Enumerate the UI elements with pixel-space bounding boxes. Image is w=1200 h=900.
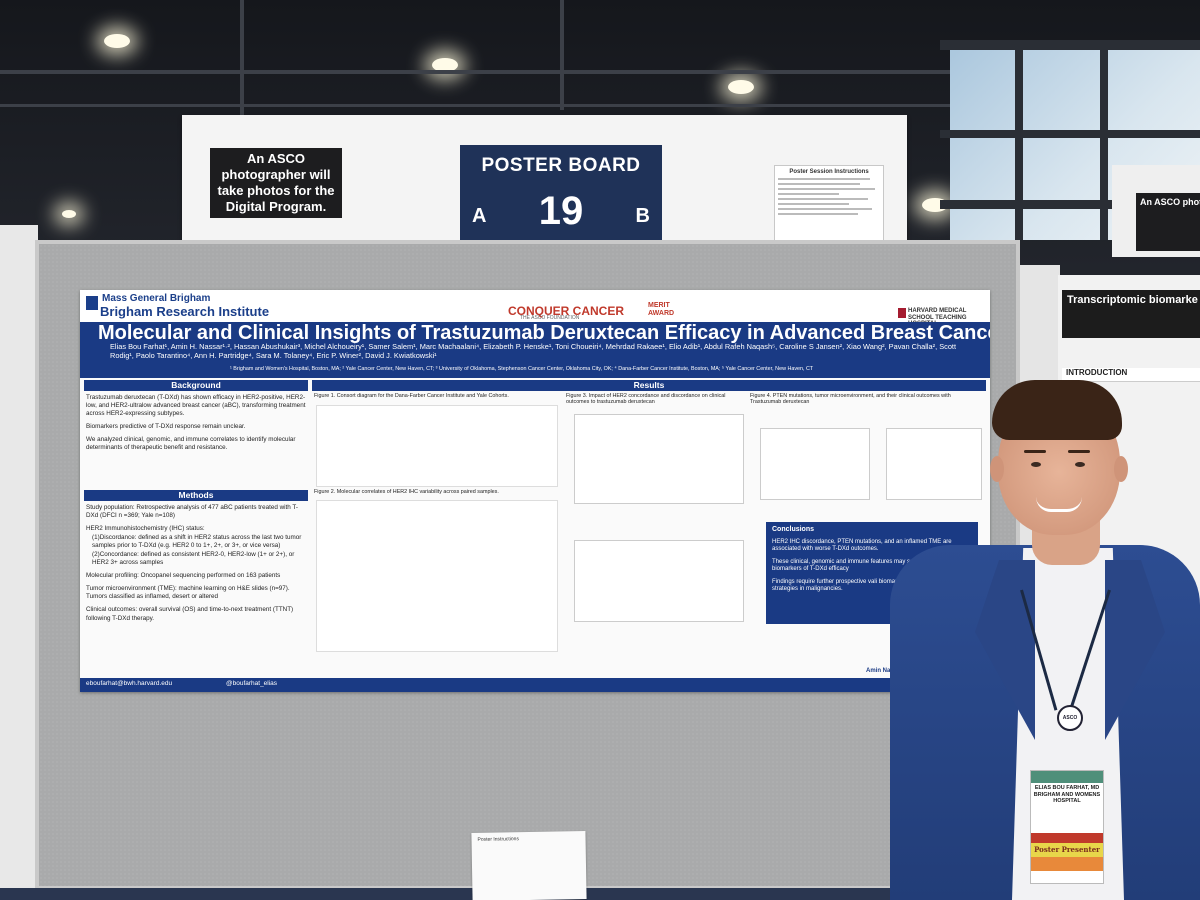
background-text: Trastuzumab deruxtecan (T-DXd) has shown… [86,394,308,457]
instruction-sheet: Poster Instructions [471,831,587,900]
methods-text: Study population: Retrospective analysis… [86,504,308,628]
conclusion-2: These clinical, genomic and immune featu… [772,558,943,573]
badge-stripe [1031,833,1103,843]
steel-girder [940,40,1200,50]
org-line-1: Mass General Brigham [102,293,211,304]
neighbor-photographer-notice: An ASCO photogr will take pho the Digita… [1136,193,1200,251]
smile [1036,497,1082,512]
background-p2: Biomarkers predictive of T-DXd response … [86,423,246,431]
poster-authors: Elias Bou Farhat¹, Amin H. Nassar¹·², Ha… [110,342,957,361]
instruction-sheet-title: Poster Instructions [477,836,519,843]
ceiling-light [728,80,754,94]
badge-name: ELIAS BOU FARHAT, MD BRIGHAM AND WOMENS … [1033,785,1101,805]
figure-3-os-curve [574,414,744,504]
left-eye [1031,462,1041,467]
board-number: 19 [538,189,584,233]
author-twitter: @boufarhat_elias [226,680,278,687]
hair [992,380,1122,440]
methods-p7: Clinical outcomes: overall survival (OS)… [86,606,294,622]
harvard-shield-icon [898,308,906,318]
right-eyebrow [1068,450,1090,453]
sponsor-sub: THE ASCO FOUNDATION [520,315,580,321]
board-side-b: B [635,205,650,227]
ceiling-light [62,210,76,218]
figure-4-tme-curve [886,428,982,500]
figure-4-caption: Figure 4. PTEN mutations, tumor microenv… [750,393,951,406]
steel-girder [940,200,1200,209]
right-eye [1075,462,1085,467]
session-instructions: Poster Session Instructions [774,165,884,247]
board-number-box: POSTER BOARD A 19 B [460,145,662,249]
merit-award: MERIT AWARD [648,302,675,317]
board-title: POSTER BOARD [481,155,641,176]
right-ear [1114,456,1128,482]
photographer-notice: An ASCO photographer will take photos fo… [210,148,342,218]
poster-header [80,290,990,322]
board-side-a: A [472,205,487,227]
figure-4-pten-curve [760,428,870,500]
sponsor-logo: CONQUER CANCER [508,304,625,318]
poster-title: Molecular and Clinical Insights of Trast… [98,322,990,344]
left-eyebrow [1024,450,1046,453]
figure-3-caption: Figure 3. Impact of HER2 concordance and… [566,393,726,406]
easel-left [0,225,38,900]
figure-1-caption: Figure 1. Consort diagram for the Dana-F… [314,393,509,399]
instructions-title: Poster Session Instructions [789,169,869,175]
neighbor-intro-heading: INTRODUCTION [1062,368,1200,382]
methods-heading: Methods [84,490,308,501]
conclusion-1: HER2 IHC discordance, PTEN mutations, an… [772,538,952,553]
methods-p5: Molecular profiling: Oncopanel sequencin… [86,572,281,580]
conclusions-heading: Conclusions [772,526,815,533]
ceiling-light [104,34,130,48]
methods-p1: Study population: Retrospective analysis… [86,504,299,520]
steel-girder [940,130,1200,138]
ceiling-truss [240,0,244,120]
background-p1: Trastuzumab deruxtecan (T-DXd) has shown… [86,394,306,418]
ceiling-truss [560,0,564,110]
org-line-2: Brigham Research Institute [100,304,270,319]
steel-girder [1100,40,1108,240]
ceiling-truss [0,70,1200,74]
author-email: eboufarhat@bwh.harvard.edu [86,680,173,687]
results-heading: Results [312,380,986,391]
methods-p2: HER2 Immunohistochemistry (IHC) status: [86,525,205,533]
title-bar [80,322,990,378]
neighbor-poster-title: Transcriptomic biomarke a comprehensive … [1062,290,1200,338]
lanyard-clip: ASCO [1057,705,1083,731]
background-p3: We analyzed clinical, genomic, and immun… [86,436,296,452]
background-heading: Background [84,380,308,391]
steel-girder [1015,40,1023,240]
figure-2-correlates [316,500,558,652]
poster-footer [80,678,990,692]
ceiling-truss [0,104,950,107]
badge-ribbon-orange [1031,857,1103,871]
badge-header [1031,771,1103,783]
methods-p3: (1)Discordance: defined as a shift in HE… [92,534,302,550]
mgb-logo-icon [86,296,98,310]
research-poster: Mass General Brigham Brigham Research In… [80,290,990,692]
methods-p6: Tumor microenvironment (TME): machine le… [86,585,290,601]
name-badge: ELIAS BOU FARHAT, MD BRIGHAM AND WOMENS … [1030,770,1104,884]
ceiling-light [432,58,458,72]
conclusion-3: Findings require further prospective val… [772,578,951,593]
methods-p4: (2)Concordance: defined as consistent HE… [92,551,295,567]
poster-affiliations: ¹ Brigham and Women's Hospital, Boston, … [230,366,814,372]
figure-1-consort [316,405,558,487]
figure-2-caption: Figure 2. Molecular correlates of HER2 I… [314,489,499,495]
figure-3-ttnt-curve [574,540,744,622]
left-ear [990,456,1004,482]
presenter-ribbon: Poster Presenter [1031,843,1103,857]
